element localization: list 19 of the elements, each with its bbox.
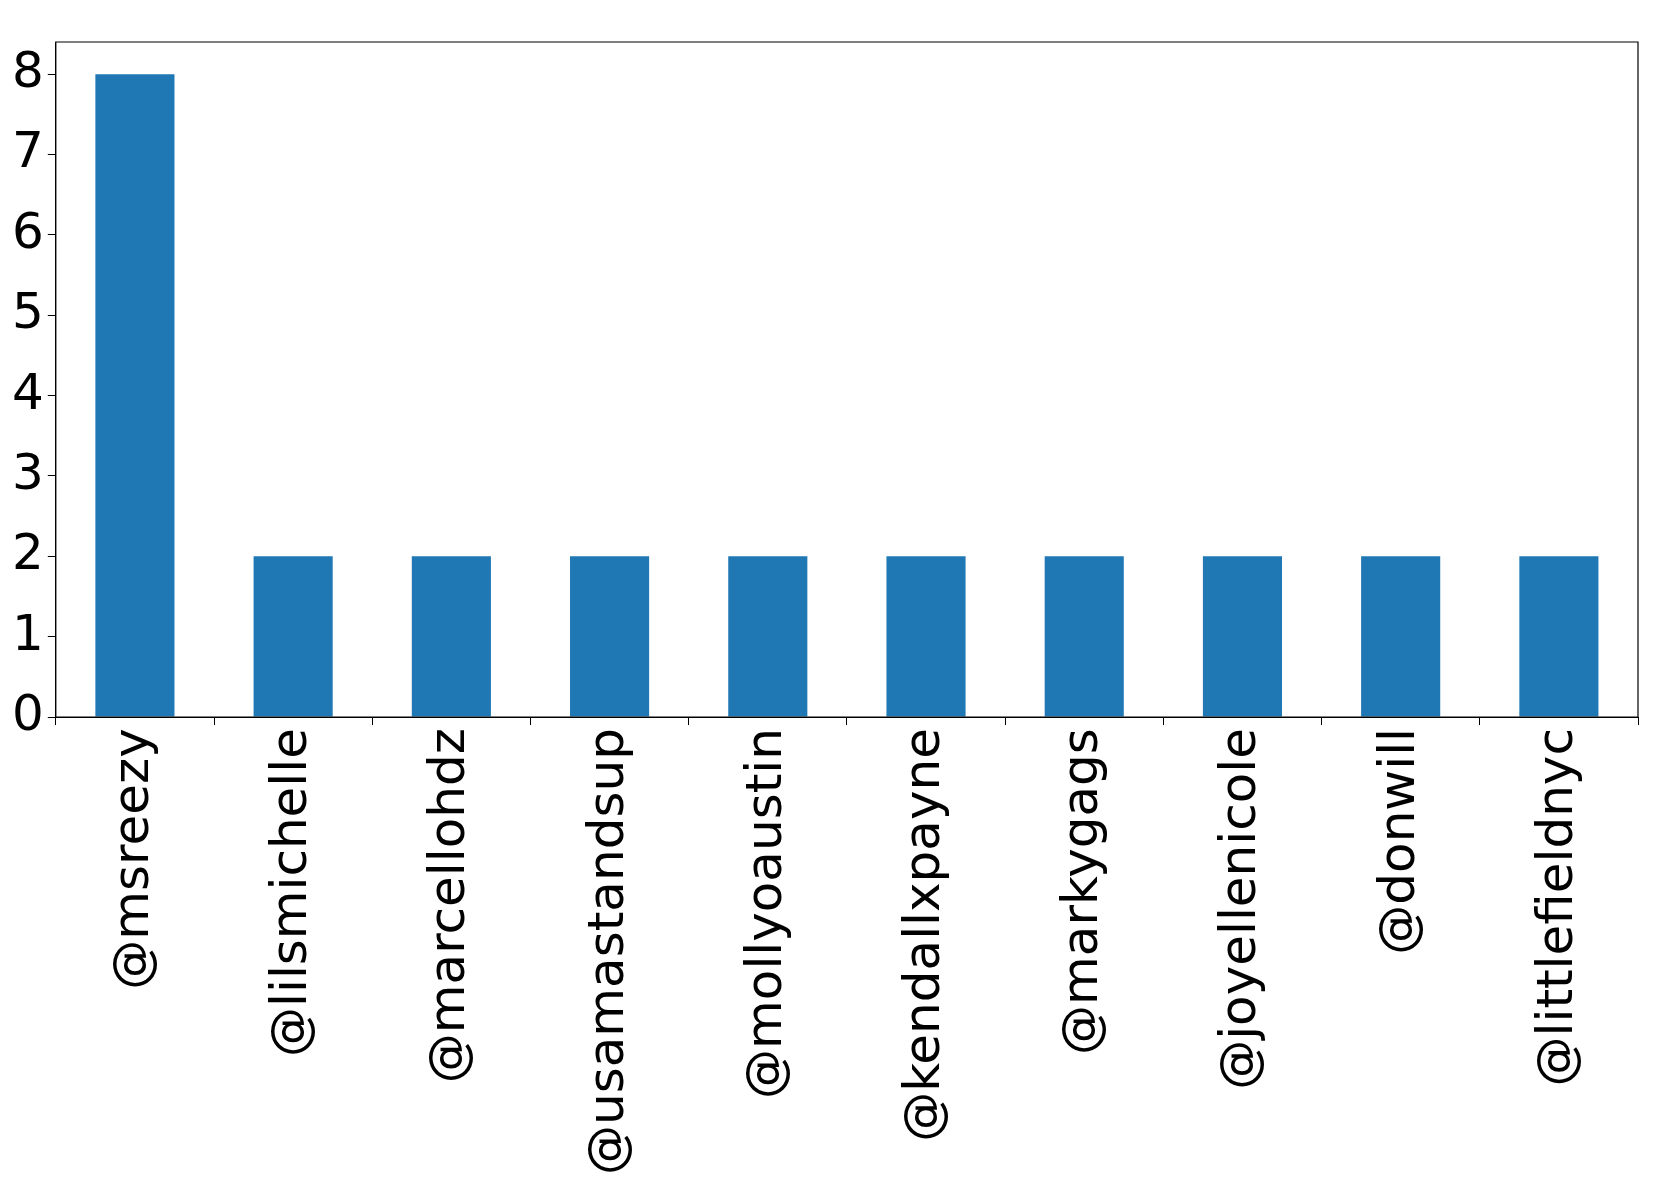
x-tick-label: @usamastandsup [576, 728, 635, 1176]
y-tick-label: 0 [12, 684, 44, 743]
x-tick-label: @mollyoaustin [734, 728, 793, 1099]
y-tick-label: 2 [12, 523, 44, 582]
y-tick-label: 1 [12, 603, 44, 662]
y-tick-label: 3 [12, 442, 44, 501]
x-tick-label: @joyellenicole [1209, 728, 1268, 1090]
y-tick-label: 4 [12, 362, 44, 421]
x-tick-label: @msreezy [101, 728, 160, 990]
x-tick-label: @kendallxpayne [893, 728, 951, 1142]
x-tick-label: @markygags [1051, 728, 1110, 1055]
x-tick-label: @lilsmichelle [260, 728, 319, 1057]
x-tick-label: @donwill [1367, 728, 1426, 955]
y-tick-label: 6 [12, 201, 44, 260]
y-tick-label: 7 [12, 121, 44, 180]
y-tick-label: 5 [12, 282, 44, 341]
x-tick-label: @littlefieldnyc [1525, 728, 1584, 1087]
y-tick-label: 8 [12, 41, 44, 100]
x-tick-label: @marcellohdz [418, 728, 477, 1084]
